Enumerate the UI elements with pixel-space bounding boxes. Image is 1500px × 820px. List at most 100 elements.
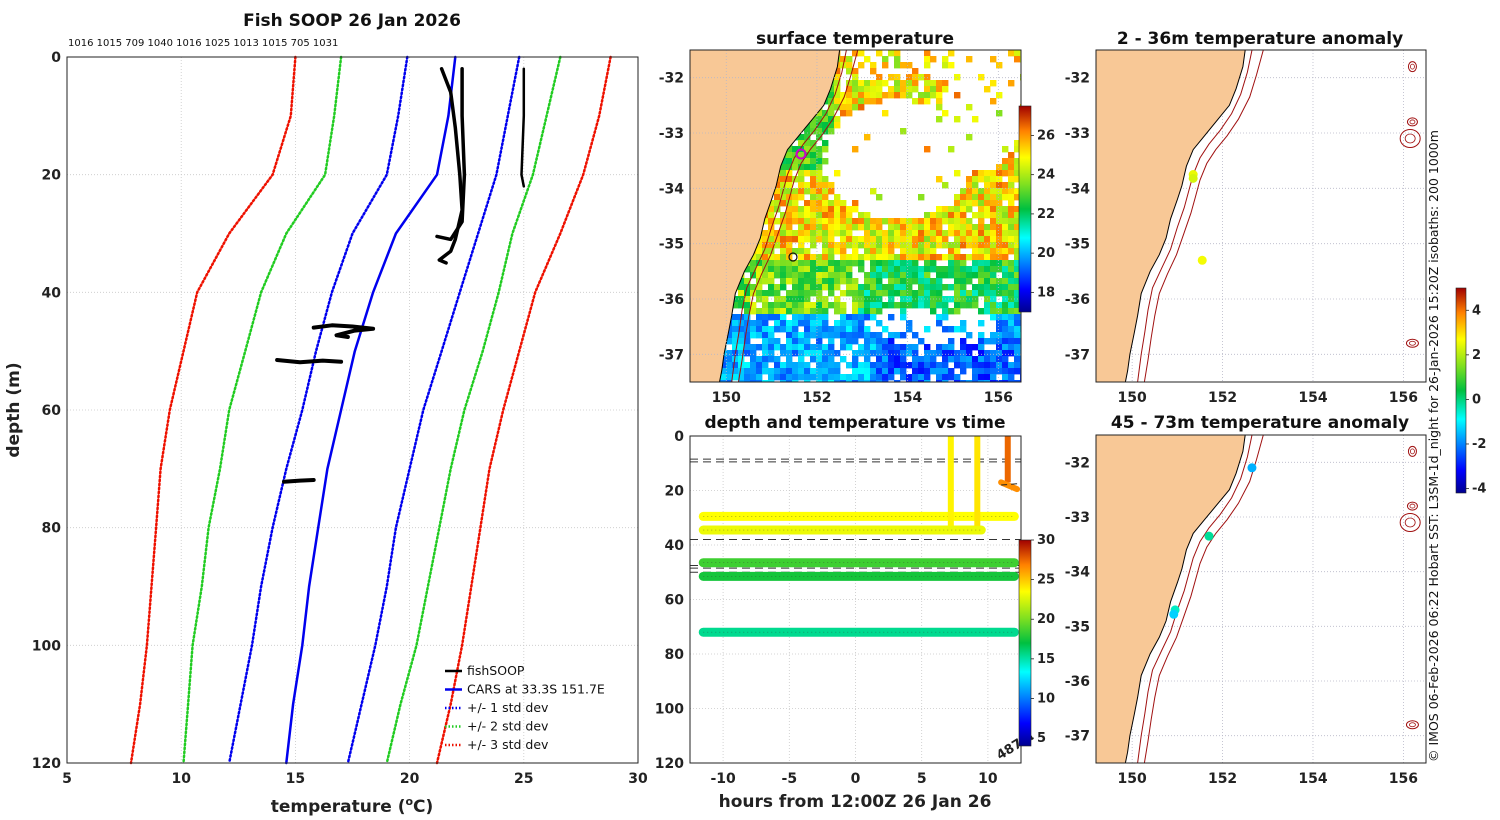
sst-cell — [918, 362, 925, 369]
sst-cell — [858, 236, 865, 243]
sst-cell — [822, 368, 829, 375]
sst-cell — [906, 74, 913, 81]
profile-xtick-label: 10 — [171, 771, 191, 787]
time-ytick-label: 40 — [665, 538, 685, 554]
sst-cell — [960, 368, 967, 375]
sst-cell — [930, 308, 937, 315]
sst-cell — [1008, 278, 1015, 285]
anomaly-deep-ytick-label: -37 — [1065, 729, 1090, 745]
sst-cell — [1008, 218, 1015, 225]
sst-cell — [798, 320, 805, 327]
sst-cell — [744, 290, 751, 297]
sst-cell — [780, 272, 787, 279]
sst-cell — [900, 92, 907, 99]
sst-cell — [924, 50, 931, 57]
sst-cell — [858, 332, 865, 339]
sst-cell — [990, 266, 997, 273]
sst-cell — [966, 218, 973, 225]
sst-cell — [810, 320, 817, 327]
anomaly-shallow-ytick-label: -32 — [1065, 71, 1090, 87]
profile-ytick-label: 40 — [42, 285, 62, 301]
sst-cell — [810, 314, 817, 321]
sst-cell — [822, 332, 829, 339]
sst-cell — [966, 254, 973, 261]
sst-cell — [840, 326, 847, 333]
sst-cell — [822, 200, 829, 207]
sst-cell — [930, 236, 937, 243]
sst-cell — [972, 176, 979, 183]
sst-cell — [972, 284, 979, 291]
anomaly-shallow-ytick-label: -33 — [1065, 126, 1090, 142]
sst-cell — [978, 248, 985, 255]
sst-cell — [852, 80, 859, 87]
sst-cell — [918, 74, 925, 81]
sst-cell — [798, 356, 805, 363]
sst-cell — [834, 206, 841, 213]
profile-series-fishsoop-e — [275, 358, 344, 365]
sst-cell — [726, 362, 733, 369]
profile-title: Fish SOOP 26 Jan 2026 — [243, 11, 461, 31]
sst-cell — [732, 326, 739, 333]
sst-cell — [864, 374, 871, 381]
sst-cell — [840, 356, 847, 363]
sst-cell — [978, 290, 985, 297]
sst-cell — [954, 236, 961, 243]
sst-cell — [924, 248, 931, 255]
sst-cell — [822, 380, 829, 382]
sst-cell — [882, 272, 889, 279]
sst-cell — [816, 362, 823, 369]
sst-cell — [804, 230, 811, 237]
sst-cell — [936, 350, 943, 357]
sst-cell — [792, 272, 799, 279]
sst-cell — [954, 254, 961, 261]
sst-ytick-label: -37 — [659, 347, 684, 363]
sst-cell — [798, 302, 805, 309]
sst-cell — [786, 320, 793, 327]
sst-cell — [786, 332, 793, 339]
sst-cell — [954, 206, 961, 213]
sst-cell — [750, 332, 757, 339]
sst-cell — [876, 236, 883, 243]
sst-cell — [804, 314, 811, 321]
sst-cell — [906, 320, 913, 327]
sst-cell — [1014, 236, 1021, 243]
sst-cell — [786, 188, 793, 195]
sst-cell — [894, 242, 901, 249]
sst-cell — [888, 92, 895, 99]
sst-cell — [744, 332, 751, 339]
sst-cell — [936, 176, 943, 183]
sst-cell — [888, 86, 895, 93]
sst-cell — [900, 350, 907, 357]
sst-cell — [858, 380, 865, 382]
sst-cell — [858, 284, 865, 291]
sst-cell — [726, 368, 733, 375]
sst-cell — [816, 116, 823, 123]
sst-cell — [1014, 164, 1021, 171]
sst-cell — [900, 248, 907, 255]
sst-cell — [942, 344, 949, 351]
sst-cell — [936, 242, 943, 249]
sst-cell — [1008, 320, 1015, 327]
sst-cell — [978, 308, 985, 315]
anomaly-deep-anomaly-point — [1169, 609, 1179, 619]
sst-cell — [858, 374, 865, 381]
sst-cell — [846, 218, 853, 225]
sst-cell — [912, 86, 919, 93]
anomaly-deep-xtick-label: 152 — [1208, 771, 1237, 787]
sst-cell — [858, 344, 865, 351]
anomaly-deep-land — [1096, 435, 1246, 763]
sst-cell — [822, 236, 829, 243]
sst-cell — [834, 260, 841, 267]
sst-cell — [846, 110, 853, 117]
sst-cell — [798, 230, 805, 237]
sst-cell — [858, 98, 865, 105]
sst-cell — [978, 356, 985, 363]
sst-cell — [882, 248, 889, 255]
sst-cell — [900, 278, 907, 285]
sst-cell — [990, 230, 997, 237]
sst-cell — [960, 206, 967, 213]
sst-cell — [966, 134, 973, 141]
sst-cell — [948, 248, 955, 255]
